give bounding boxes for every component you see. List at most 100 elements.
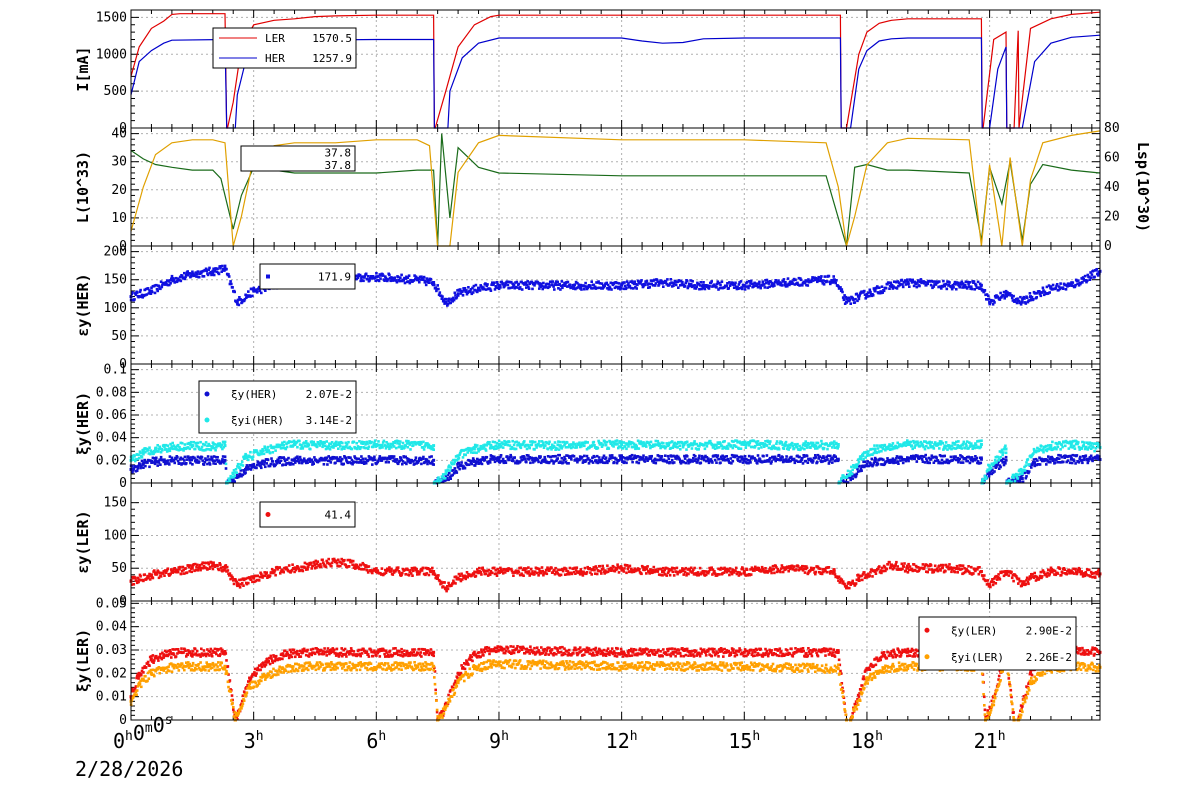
scatter-marker (249, 464, 252, 467)
scatter-marker (694, 447, 698, 450)
scatter-marker (1096, 274, 1100, 277)
scatter-marker (848, 474, 852, 477)
scatter-marker (288, 440, 292, 444)
data-point (374, 275, 378, 279)
scatter-marker (459, 292, 463, 295)
scatter-marker (476, 290, 479, 294)
scatter-marker (818, 279, 822, 282)
scatter-marker (382, 439, 386, 443)
scatter-marker (463, 448, 467, 452)
scatter-marker (458, 288, 462, 291)
scatter-marker (223, 461, 226, 465)
scatter-marker (211, 459, 215, 463)
scatter-marker (1006, 293, 1010, 297)
scatter-marker (711, 461, 714, 464)
scatter-marker (765, 454, 769, 457)
scatter-marker (870, 294, 874, 298)
scatter-marker (467, 463, 471, 466)
scatter-marker (432, 463, 435, 466)
scatter-marker (140, 465, 143, 468)
scatter-marker (995, 461, 998, 464)
scatter-marker (422, 448, 426, 451)
scatter-marker (217, 459, 221, 462)
scatter-marker (1027, 470, 1031, 473)
scatter-marker (795, 445, 799, 449)
scatter-marker (670, 440, 674, 443)
scatter-marker (501, 282, 505, 285)
data-point (141, 462, 145, 466)
scatter-marker (188, 447, 191, 451)
scatter-marker (888, 443, 891, 446)
scatter-marker (263, 460, 266, 464)
scatter-marker (258, 452, 262, 455)
scatter-marker (891, 442, 895, 445)
scatter-marker (488, 287, 492, 291)
scatter-marker (178, 446, 181, 449)
scatter-marker (769, 456, 772, 460)
scatter-marker (159, 450, 163, 454)
scatter-marker (357, 457, 360, 461)
scatter-marker (893, 460, 896, 463)
scatter-marker (923, 440, 926, 443)
scatter-marker (239, 469, 243, 472)
ytick-label: 0.06 (96, 408, 127, 423)
scatter-marker (925, 283, 928, 287)
scatter-marker (424, 279, 427, 283)
scatter-marker (396, 442, 399, 445)
scatter-marker (220, 460, 223, 463)
scatter-marker (775, 281, 779, 284)
scatter-marker (267, 449, 270, 452)
scatter-marker (1088, 278, 1092, 281)
scatter-marker (419, 458, 422, 462)
scatter-marker (174, 276, 178, 280)
scatter-marker (569, 456, 572, 459)
scatter-marker (447, 300, 450, 303)
scatter-marker (827, 274, 831, 278)
scatter-marker (484, 447, 487, 451)
scatter-marker (985, 470, 989, 473)
scatter-marker (1034, 457, 1038, 461)
data-point (836, 457, 840, 461)
scatter-marker (331, 444, 335, 448)
scatter-marker (833, 446, 837, 449)
data-point (472, 460, 476, 463)
scatter-marker (360, 275, 364, 278)
scatter-marker (264, 465, 267, 469)
scatter-marker (647, 441, 651, 445)
scatter-marker (1054, 441, 1058, 445)
scatter-marker (723, 455, 726, 459)
scatter-marker (287, 456, 290, 460)
scatter-marker (419, 278, 422, 281)
scatter-marker (201, 459, 204, 462)
scatter-marker (205, 458, 208, 462)
scatter-marker (262, 452, 266, 456)
scatter-marker (136, 457, 140, 461)
scatter-marker (228, 479, 232, 483)
scatter-marker (191, 270, 194, 274)
scatter-marker (959, 454, 962, 457)
scatter-marker (557, 453, 560, 457)
series-line (130, 130, 1101, 247)
scatter-marker (646, 283, 649, 286)
scatter-marker (538, 287, 541, 290)
scatter-marker (1012, 479, 1015, 482)
scatter-marker (1079, 281, 1083, 285)
scatter-marker (335, 456, 339, 459)
scatter-marker (210, 457, 214, 461)
scatter-marker (627, 440, 631, 443)
scatter-marker (903, 280, 906, 284)
scatter-marker (585, 441, 588, 444)
scatter-marker (906, 456, 909, 459)
scatter-marker (337, 441, 341, 444)
scatter-marker (418, 443, 422, 446)
scatter-marker (600, 445, 604, 448)
scatter-marker (790, 441, 794, 445)
data-point (988, 470, 992, 474)
scatter-marker (897, 445, 900, 449)
scatter-marker (826, 458, 829, 461)
scatter-marker (912, 439, 915, 443)
scatter-marker (1012, 476, 1015, 480)
scatter-marker (930, 454, 934, 457)
scatter-marker (1023, 471, 1027, 474)
scatter-marker (1038, 456, 1041, 459)
